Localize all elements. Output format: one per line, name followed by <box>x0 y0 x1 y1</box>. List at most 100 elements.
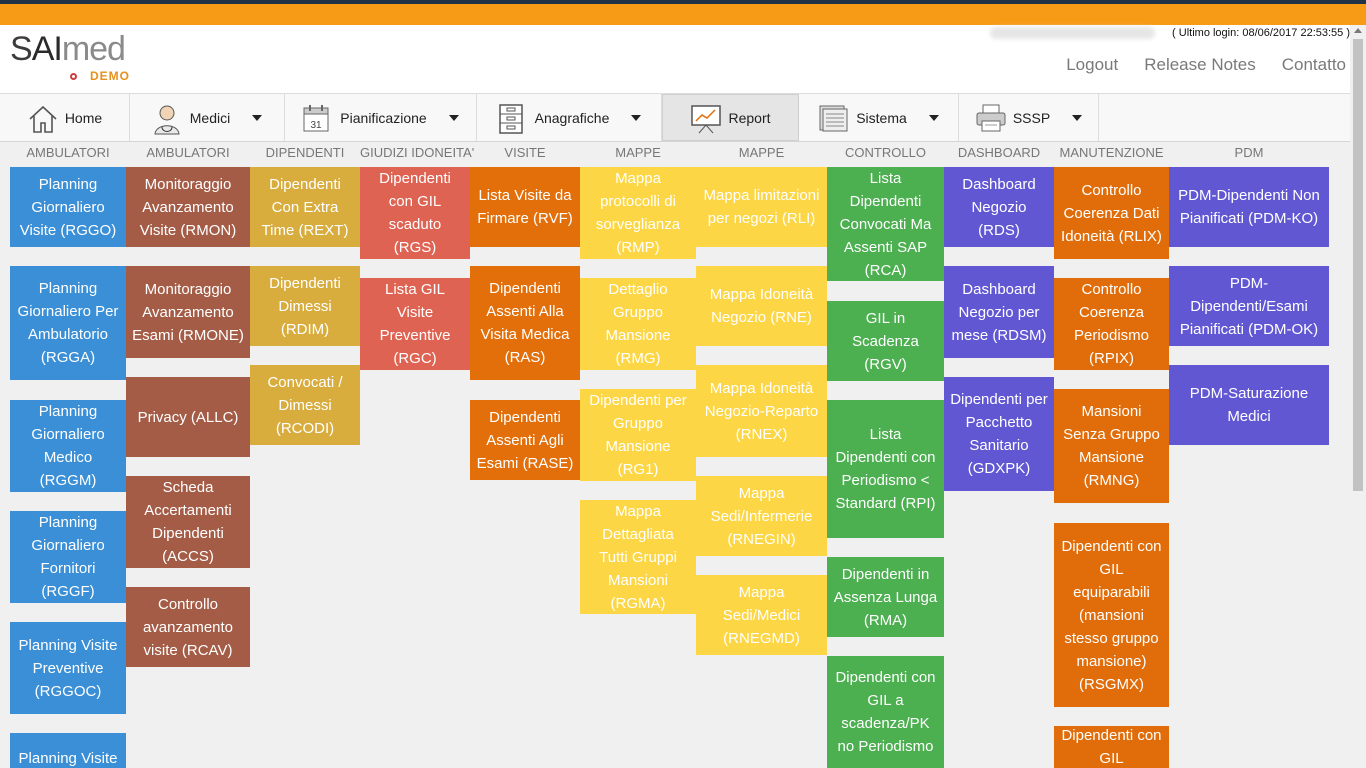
report-tile[interactable]: Dipendenti Assenti Alla Visita Medica (R… <box>470 266 580 380</box>
report-tile-label: PDM-Dipendenti Non Pianificati (PDM-KO) <box>1178 187 1320 227</box>
server-icon <box>818 103 848 133</box>
report-tile[interactable]: Lista Dipendenti Convocati Ma Assenti SA… <box>827 167 944 281</box>
nav-pianificazione[interactable]: 31 Pianificazione <box>285 94 477 141</box>
report-tile[interactable]: Mappa limitazioni per negozi (RLI) <box>696 167 827 247</box>
report-tile-label: Dipendenti per Pacchetto Sanitario (GDXP… <box>950 391 1048 477</box>
report-tile[interactable]: PDM-Saturazione Medici <box>1169 365 1329 445</box>
report-tile[interactable]: Dipendenti con GIL <box>1054 726 1169 768</box>
scrollbar-thumb[interactable] <box>1353 39 1363 491</box>
report-tile[interactable]: Mansioni Senza Gruppo Mansione (RMNG) <box>1054 389 1169 503</box>
report-tile[interactable]: Planning Visite Preventive (RGGOC) <box>10 622 126 714</box>
contact-link[interactable]: Contatto <box>1281 55 1346 74</box>
vertical-scrollbar[interactable] <box>1350 25 1366 768</box>
calendar-day-number: 31 <box>311 120 323 131</box>
nav-medici[interactable]: Medici <box>130 94 285 141</box>
report-tile[interactable]: Controllo Coerenza Periodismo (RPIX) <box>1054 278 1169 370</box>
report-tile[interactable]: Planning Giornaliero Fornitori (RGGF) <box>10 511 126 603</box>
report-tile[interactable]: Mappa Dettagliata Tutti Gruppi Mansioni … <box>580 500 696 614</box>
report-tile-label: Dipendenti Con Extra Time (REXT) <box>261 175 349 239</box>
report-tile[interactable]: Dipendenti Assenti Agli Esami (RASE) <box>470 400 580 480</box>
report-tile[interactable]: Lista GIL Visite Preventive (RGC) <box>360 278 470 370</box>
report-tile[interactable]: Privacy (ALLC) <box>126 377 250 457</box>
report-tile[interactable]: Planning Visite <box>10 733 126 768</box>
report-tile-label: Mappa Idoneità Negozio (RNE) <box>709 286 814 326</box>
report-tile[interactable]: Mappa Sedi/Infermerie (RNEGIN) <box>696 476 827 556</box>
report-tile-label: Controllo Coerenza Dati Idoneità (RLIX) <box>1061 181 1162 245</box>
report-tile[interactable]: Monitoraggio Avanzamento Esami (RMONE) <box>126 266 250 358</box>
report-tile[interactable]: Mappa Sedi/Medici (RNEGMD) <box>696 575 827 655</box>
report-tile-label: Mansioni Senza Gruppo Mansione (RMNG) <box>1063 403 1160 489</box>
report-tile[interactable]: Planning Giornaliero Visite (RGGO) <box>10 167 126 247</box>
report-tile-label: Dipendenti Assenti Alla Visita Medica (R… <box>480 280 570 366</box>
caret-down-icon[interactable] <box>1072 114 1083 121</box>
report-tile-label: Monitoraggio Avanzamento Esami (RMONE) <box>132 280 244 344</box>
report-tile[interactable]: Scheda Accertamenti Dipendenti (ACCS) <box>126 476 250 568</box>
column-title: AMBULATORI <box>146 145 230 160</box>
logout-link[interactable]: Logout <box>1066 55 1119 74</box>
report-tile[interactable]: PDM-Dipendenti Non Pianificati (PDM-KO) <box>1169 167 1329 247</box>
report-tile[interactable]: Dipendenti per Gruppo Mansione (RG1) <box>580 389 696 481</box>
report-tile-label: Scheda Accertamenti Dipendenti (ACCS) <box>144 479 232 565</box>
report-tile-label: PDM-Dipendenti/Esami Pianificati (PDM-OK… <box>1179 274 1319 338</box>
nav-sistema[interactable]: Sistema <box>799 94 959 141</box>
nav-label: Report <box>728 109 771 126</box>
report-tile-label: Planning Giornaliero Medico (RGGM) <box>31 403 105 489</box>
report-tile[interactable]: Monitoraggio Avanzamento Visite (RMON) <box>126 167 250 247</box>
caret-down-icon[interactable] <box>252 114 263 121</box>
report-tile-label: Planning Visite <box>18 749 118 767</box>
report-tile[interactable]: Planning Giornaliero Per Ambulatorio (RG… <box>10 266 126 380</box>
nav-label: Anagrafiche <box>534 109 610 126</box>
report-tile[interactable]: Lista Dipendenti con Periodismo < Standa… <box>827 400 944 538</box>
app-logo[interactable]: SAImed DEMO <box>10 31 170 87</box>
doctor-icon <box>152 103 182 134</box>
report-tile-label: Lista GIL Visite Preventive (RGC) <box>379 281 451 367</box>
presentation-board-icon <box>690 103 722 133</box>
report-tile[interactable]: GIL in Scadenza (RGV) <box>827 301 944 381</box>
report-tile-label: Dipendenti Assenti Agli Esami (RASE) <box>476 408 574 472</box>
caret-down-icon[interactable] <box>448 114 459 121</box>
scroll-up-arrow-icon[interactable] <box>1354 28 1362 33</box>
report-tile[interactable]: PDM-Dipendenti/Esami Pianificati (PDM-OK… <box>1169 266 1329 346</box>
caret-down-icon[interactable] <box>928 114 939 121</box>
report-tile-label: Planning Giornaliero Fornitori (RGGF) <box>31 514 105 600</box>
release-notes-link[interactable]: Release Notes <box>1144 55 1256 74</box>
nav-report[interactable]: Report <box>662 94 799 141</box>
report-tile[interactable]: Dashboard Negozio (RDS) <box>944 167 1054 247</box>
report-tile[interactable]: Dettaglio Gruppo Mansione (RMG) <box>580 278 696 370</box>
report-tile-label: Controllo Coerenza Periodismo (RPIX) <box>1073 281 1150 367</box>
report-grid: AMBULATORI Planning Giornaliero Visite (R… <box>0 142 1350 768</box>
report-tile[interactable]: Controllo avanzamento visite (RCAV) <box>126 587 250 667</box>
logo-ai: AI <box>31 30 63 68</box>
report-tile-label: Dipendenti con GIL scaduto (RGS) <box>379 170 451 256</box>
report-tile[interactable]: Mappa Idoneità Negozio-Reparto (RNEX) <box>696 365 827 457</box>
nav-home[interactable]: Home <box>0 94 130 141</box>
logo-wordmark: SAImed <box>10 31 170 67</box>
caret-down-icon[interactable] <box>631 114 642 121</box>
report-tile[interactable]: Mappa Idoneità Negozio (RNE) <box>696 266 827 346</box>
nav-label: Pianificazione <box>340 109 427 126</box>
report-tile[interactable]: Dipendenti con GIL equiparabili (mansion… <box>1054 523 1169 707</box>
report-tile[interactable]: Dipendenti per Pacchetto Sanitario (GDXP… <box>944 377 1054 491</box>
report-tile[interactable]: Dipendenti in Assenza Lunga (RMA) <box>827 557 944 637</box>
top-color-band <box>0 0 1366 25</box>
report-tile-label: Lista Dipendenti Convocati Ma Assenti SA… <box>839 169 932 279</box>
report-tile[interactable]: Lista Visite da Firmare (RVF) <box>470 167 580 247</box>
report-tile[interactable]: Dipendenti Dimessi (RDIM) <box>250 266 360 346</box>
home-icon <box>27 103 57 133</box>
report-tile[interactable]: Convocati / Dimessi (RCODI) <box>250 365 360 445</box>
report-tile[interactable]: Dashboard Negozio per mese (RDSM) <box>944 266 1054 358</box>
report-tile[interactable]: Dipendenti Con Extra Time (REXT) <box>250 167 360 247</box>
report-tile[interactable]: Planning Giornaliero Medico (RGGM) <box>10 400 126 492</box>
report-tile[interactable]: Mappa protocolli di sorveglianza (RMP) <box>580 167 696 259</box>
report-tile[interactable]: Dipendenti con GIL a scadenza/PK no Peri… <box>827 656 944 768</box>
nav-sssp[interactable]: SSSP <box>959 94 1099 141</box>
nav-anagrafiche[interactable]: Anagrafiche <box>477 94 662 141</box>
top-dark-strip <box>0 0 1366 4</box>
report-tile[interactable]: Controllo Coerenza Dati Idoneità (RLIX) <box>1054 167 1169 259</box>
column-title: GIUDIZI IDONEITA' <box>360 145 475 160</box>
column-title: MAPPE <box>615 145 661 160</box>
report-tile[interactable]: Dipendenti con GIL scaduto (RGS) <box>360 167 470 259</box>
column-title: PDM <box>1234 145 1264 160</box>
report-tile-label: Convocati / Dimessi (RCODI) <box>267 373 343 437</box>
report-tile-label: Monitoraggio Avanzamento Visite (RMON) <box>139 175 237 239</box>
